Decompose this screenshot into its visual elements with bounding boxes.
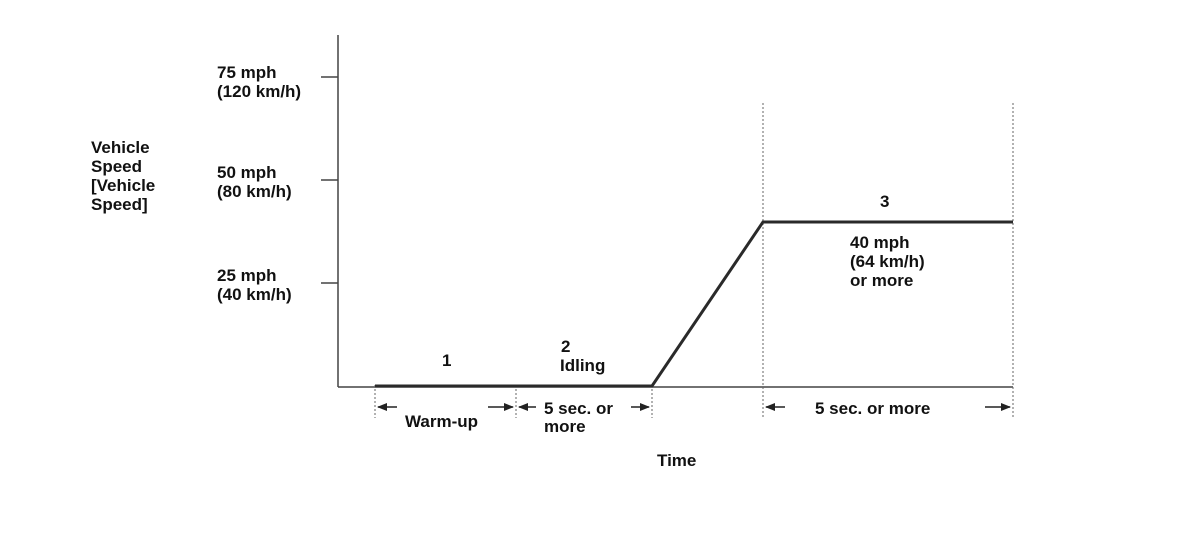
y-tick-kmh: (40 km/h) <box>217 285 292 304</box>
duration-line: 5 sec. or <box>544 399 613 418</box>
phase-3-duration-label: 5 sec. or more <box>815 399 930 418</box>
phase-2-name: Idling <box>560 356 605 375</box>
duration-line: more <box>544 417 586 436</box>
y-axis-label-line: Speed <box>91 157 142 176</box>
y-axis-label: Vehicle Speed [Vehicle Speed] <box>91 138 160 214</box>
phase-2-number: 2 <box>561 337 570 356</box>
speed-line: or more <box>850 271 913 290</box>
y-tick-kmh: (120 km/h) <box>217 82 301 101</box>
y-axis-label-line: [Vehicle <box>91 176 155 195</box>
phase-3-speed-label: 40 mph (64 km/h) or more <box>850 233 929 290</box>
y-tick-label-75: 75 mph (120 km/h) <box>217 63 301 101</box>
y-tick-label-25: 25 mph (40 km/h) <box>217 266 292 304</box>
speed-line: 40 mph <box>850 233 910 252</box>
y-tick-kmh: (80 km/h) <box>217 182 292 201</box>
y-tick-label-50: 50 mph (80 km/h) <box>217 163 292 201</box>
speed-profile-line <box>375 220 1013 388</box>
phase-2-duration-label: 5 sec. or more <box>544 399 618 436</box>
y-tick-mph: 75 mph <box>217 63 277 82</box>
y-axis-label-line: Speed] <box>91 195 148 214</box>
speed-line: (64 km/h) <box>850 252 925 271</box>
phase-1-duration-label: Warm-up <box>405 412 478 431</box>
phase-3-number: 3 <box>880 192 889 211</box>
phase-1-number: 1 <box>442 351 451 370</box>
y-axis-label-line: Vehicle <box>91 138 150 157</box>
y-tick-mph: 50 mph <box>217 163 277 182</box>
y-tick-mph: 25 mph <box>217 266 277 285</box>
x-axis-label: Time <box>657 451 696 470</box>
